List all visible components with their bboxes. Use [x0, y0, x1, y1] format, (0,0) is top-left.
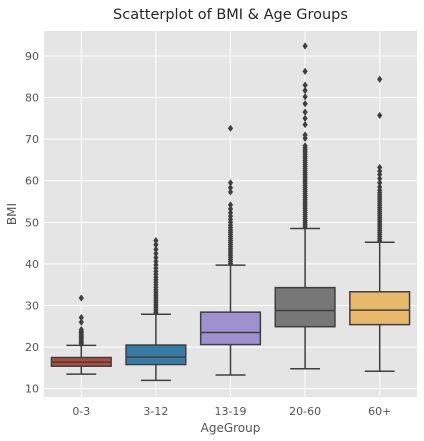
- iqr-box: [199, 311, 262, 346]
- x-tick-label: 3-12: [143, 405, 168, 418]
- y-tick-labels: 10 20 30 40 50 60 70 80 90: [25, 50, 39, 396]
- outlier-point: [78, 313, 84, 322]
- outlier-point: [377, 75, 383, 83]
- x-tick-label: 20-60: [289, 405, 321, 418]
- y-tick-label: 80: [25, 92, 39, 105]
- outlier-point: [302, 100, 308, 108]
- outlier-point: [78, 294, 84, 302]
- outlier-point: [377, 179, 383, 187]
- y-tick-label: 20: [25, 341, 39, 354]
- chart-title: Scatterplot of BMI & Age Groups: [113, 7, 348, 23]
- outlier-point: [153, 249, 159, 258]
- x-tick-label: 0-3: [72, 405, 90, 418]
- boxes: [50, 42, 411, 382]
- outlier-point: [153, 254, 159, 262]
- outlier-point: [377, 111, 383, 120]
- y-tick-label: 30: [25, 300, 39, 313]
- outlier-point: [227, 124, 234, 132]
- box-group-0-3: [50, 294, 112, 375]
- y-tick-label: 40: [25, 258, 39, 271]
- outlier-point: [302, 131, 308, 139]
- outlier-point: [302, 114, 308, 122]
- x-tick-label: 13-19: [215, 405, 247, 418]
- y-tick-label: 60: [25, 175, 39, 188]
- outlier-point: [302, 86, 308, 95]
- y-axis-label: BMI: [5, 203, 19, 225]
- outlier-point: [302, 81, 308, 89]
- outlier-point: [78, 318, 84, 326]
- outlier-point: [153, 241, 159, 249]
- box-group-3-12: [125, 237, 187, 382]
- y-tick-label: 70: [25, 133, 39, 146]
- outlier-point: [227, 184, 234, 192]
- outlier-point: [153, 257, 159, 266]
- y-tick-label: 10: [25, 383, 39, 396]
- outlier-point: [78, 326, 84, 334]
- outlier-point: [302, 93, 308, 101]
- outlier-point: [302, 142, 308, 150]
- outlier-point: [153, 237, 159, 245]
- outlier-point: [227, 188, 234, 196]
- outlier-point: [302, 67, 308, 75]
- outlier-point: [227, 201, 234, 209]
- outlier-point: [377, 183, 383, 191]
- outlier-point: [302, 108, 308, 116]
- y-tick-label: 50: [25, 216, 39, 229]
- outlier-point: [153, 245, 159, 253]
- outlier-point: [377, 167, 383, 175]
- outlier-point: [227, 209, 234, 217]
- box-group-13-19: [199, 124, 262, 376]
- iqr-box: [274, 286, 336, 328]
- outlier-point: [227, 179, 234, 187]
- box-group-60+: [349, 75, 411, 372]
- outlier-point: [377, 163, 383, 172]
- outlier-point: [302, 120, 308, 129]
- x-tick-labels: 0-3 3-12 13-19 20-60 60+: [72, 405, 391, 418]
- outlier-point: [302, 42, 308, 50]
- box-group-20-60: [274, 42, 336, 370]
- iqr-box: [125, 344, 187, 366]
- x-tick-label: 60+: [368, 405, 391, 418]
- outlier-point: [227, 205, 234, 213]
- x-axis-label: AgeGroup: [201, 421, 261, 435]
- y-tick-label: 90: [25, 50, 39, 63]
- iqr-box: [349, 291, 411, 326]
- outlier-point: [377, 175, 383, 183]
